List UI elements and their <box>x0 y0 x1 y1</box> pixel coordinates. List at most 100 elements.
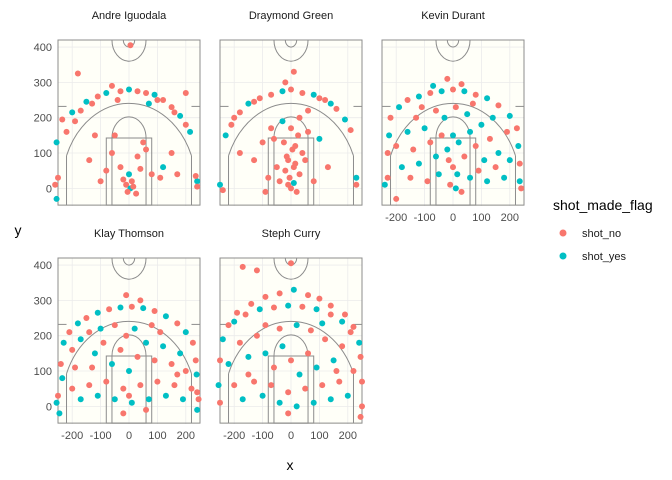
shot-point-shot_yes <box>59 375 66 382</box>
shot-point-shot_no <box>333 105 340 112</box>
shot-point-shot_no <box>168 104 175 111</box>
court-three-point-arc <box>390 102 516 156</box>
shot-point-shot_no <box>276 325 283 332</box>
shot-point-shot_yes <box>217 181 223 188</box>
shot-point-shot_no <box>174 171 181 178</box>
facet-strip-title: Andre Iguodala <box>92 10 167 22</box>
x-tick-label: 200 <box>501 212 519 224</box>
y-tick-label: 100 <box>34 366 52 378</box>
y-tick-label: 300 <box>34 295 52 307</box>
shot-point-shot_no <box>393 142 400 149</box>
facet-panel: Draymond Green <box>217 10 363 206</box>
shot-point-shot_no <box>461 153 468 160</box>
shot-point-shot_no <box>123 181 130 188</box>
shot-point-shot_yes <box>187 128 194 135</box>
x-tick-label: -200 <box>385 212 407 224</box>
shot-point-shot_yes <box>461 88 468 95</box>
shot-point-shot_no <box>350 368 357 375</box>
shot-point-shot_no <box>134 353 141 360</box>
shot-point-shot_no <box>270 304 277 311</box>
shot-point-shot_no <box>168 360 175 367</box>
shot-point-shot_no <box>293 188 300 195</box>
shot-point-shot_no <box>347 127 354 134</box>
shot-point-shot_no <box>86 157 93 164</box>
x-tick-label: 0 <box>126 430 132 442</box>
shot-point-shot_no <box>302 385 309 392</box>
shot-point-shot_no <box>148 171 155 178</box>
shot-point-shot_no <box>280 139 287 146</box>
shot-point-shot_yes <box>194 406 201 413</box>
shot-point-shot_no <box>171 382 178 389</box>
shot-point-shot_no <box>495 102 502 109</box>
legend-entry: shot_yes <box>559 251 627 263</box>
shot-point-shot_yes <box>128 399 135 406</box>
shot-point-shot_no <box>114 97 121 104</box>
shot-point-shot_yes <box>516 178 523 185</box>
shot-point-shot_no <box>458 188 465 195</box>
shot-point-shot_no <box>316 95 323 102</box>
shot-point-shot_yes <box>319 320 326 327</box>
shot-point-shot_no <box>282 167 289 174</box>
shot-point-shot_no <box>268 91 275 98</box>
shot-point-shot_no <box>475 167 482 174</box>
shot-point-shot_no <box>157 329 164 336</box>
shot-point-shot_no <box>57 360 64 367</box>
shot-point-shot_no <box>89 364 96 371</box>
x-tick-label: -100 <box>414 212 436 224</box>
shot-points <box>217 68 360 195</box>
shot-point-shot_no <box>310 178 317 185</box>
shot-point-shot_no <box>151 307 158 314</box>
shot-point-shot_yes <box>444 146 451 153</box>
facet-panel: Kevin Durant -200 -100 0 100 200 <box>381 10 525 224</box>
shot-point-shot_no <box>182 368 189 375</box>
shot-point-shot_no <box>94 93 101 100</box>
shot-point-shot_no <box>273 164 280 171</box>
y-tick-label: 0 <box>46 401 52 413</box>
shot-point-shot_no <box>290 164 297 171</box>
shot-point-shot_no <box>256 95 263 102</box>
shot-point-shot_no <box>276 178 283 185</box>
shot-point-shot_no <box>445 157 452 164</box>
shot-point-shot_yes <box>145 100 152 107</box>
shot-point-shot_no <box>302 157 309 164</box>
shot-point-shot_yes <box>501 174 508 181</box>
shot-point-shot_yes <box>215 382 222 389</box>
shot-point-shot_no <box>182 121 189 128</box>
facet-strip-title: Steph Curry <box>262 228 321 240</box>
shot-point-shot_no <box>299 89 306 96</box>
court-three-point-arc <box>66 320 192 374</box>
shot-point-shot_yes <box>339 318 346 325</box>
shot-point-shot_yes <box>108 360 115 367</box>
shot-point-shot_yes <box>506 157 513 164</box>
shot-point-shot_no <box>299 303 306 310</box>
x-tick-label: 200 <box>177 430 195 442</box>
shot-point-shot_yes <box>162 392 169 399</box>
shot-point-shot_no <box>89 100 96 107</box>
shot-point-shot_yes <box>279 118 286 125</box>
shot-point-shot_yes <box>327 100 334 107</box>
y-tick-label: 0 <box>46 183 52 195</box>
shot-point-shot_no <box>285 157 292 164</box>
shot-point-shot_no <box>282 79 289 86</box>
shot-point-shot_yes <box>415 93 422 100</box>
shot-point-shot_no <box>384 150 391 157</box>
y-tick-label: 400 <box>34 260 52 272</box>
shot-point-shot_yes <box>489 114 496 121</box>
shot-point-shot_no <box>106 306 113 313</box>
shot-point-shot_no <box>174 320 181 327</box>
shot-point-shot_no <box>492 164 499 171</box>
shot-point-shot_yes <box>313 364 320 371</box>
facet-strip-title: Kevin Durant <box>421 10 485 22</box>
shot-point-shot_no <box>189 339 196 346</box>
shot-point-shot_no <box>413 114 420 121</box>
shot-point-shot_yes <box>310 399 317 406</box>
y-tick-label: 200 <box>34 113 52 125</box>
shot-point-shot_yes <box>143 339 150 346</box>
court-center-circle-outer <box>435 39 471 62</box>
shot-point-shot_no <box>285 410 292 417</box>
shot-point-shot_yes <box>296 371 303 378</box>
court-inner-key <box>111 355 147 424</box>
shot-point-shot_yes <box>131 325 138 332</box>
shot-point-shot_no <box>134 88 141 95</box>
shot-point-shot_yes <box>111 396 118 403</box>
